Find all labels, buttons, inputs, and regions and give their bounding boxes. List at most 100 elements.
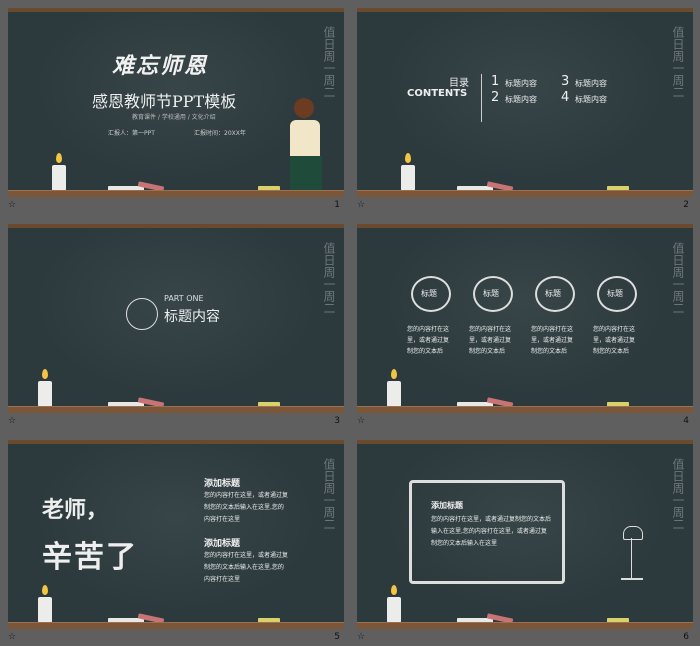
chalk-icon (607, 186, 629, 191)
slide-icon: ☆ (8, 632, 17, 642)
board-ledge (8, 190, 344, 197)
circle-arrow-icon (535, 276, 575, 312)
slide-thumbnail-2[interactable]: 值日周一周二 目录 CONTENTS 1 标题内容 2 标题内容 3 标题内容 … (357, 8, 693, 197)
candle-icon (401, 165, 415, 191)
flame-icon (405, 153, 411, 163)
flame-icon (42, 369, 48, 379)
page-number: 4 (683, 416, 689, 426)
desk-lamp-icon (615, 526, 649, 592)
item-label-2: 标题 (483, 289, 499, 298)
frame-title: 添加标题 (431, 501, 463, 510)
slide-thumbnail-5[interactable]: 值日周一周二 老师， 辛苦了 添加标题 您的内容打在这里，或者通过复制您的文本后… (8, 440, 344, 629)
block-text-2: 您的内容打在这里，或者通过复制您的文本后输入在这里,您的内容打在这里 (204, 552, 289, 583)
slide-footer: ☆ 1 (8, 199, 344, 213)
slide-icon: ☆ (8, 416, 17, 426)
toc-label-4[interactable]: 标题内容 (575, 95, 607, 104)
chalk-scribble: 值日周一周二 (322, 242, 336, 314)
big-text-line-2: 辛苦了 (42, 540, 138, 575)
page-number: 6 (683, 632, 689, 642)
flame-icon (56, 153, 62, 163)
chalk-scribble: 值日周一周二 (322, 26, 336, 98)
chalk-icon (258, 402, 280, 407)
chalk-icon (457, 618, 493, 623)
toc-num-2: 2 (491, 90, 500, 105)
slide-icon: ☆ (357, 632, 366, 642)
chalk-icon (457, 186, 493, 191)
title-art: 难忘师恩 (112, 54, 209, 79)
graduation-cap-icon (126, 298, 158, 330)
chalk-scribble: 值日周一周二 (671, 242, 685, 314)
slide-icon: ☆ (357, 200, 366, 210)
frame-text: 您的内容打在这里，或者通过复制您的文本后输入在这里,您的内容打在这里，或者通过复… (431, 516, 552, 547)
slide-icon: ☆ (8, 200, 17, 210)
divider (481, 74, 482, 122)
slide-icon: ☆ (357, 416, 366, 426)
section-title: 标题内容 (164, 309, 220, 325)
chalk-icon (457, 402, 493, 407)
slide-thumbnail-3[interactable]: 值日周一周二 PART ONE 标题内容 (8, 224, 344, 413)
candle-icon (387, 381, 401, 407)
board-ledge (357, 406, 693, 413)
chalk-scribble: 值日周一周二 (671, 458, 685, 530)
toc-num-4: 4 (561, 90, 570, 105)
board-ledge (8, 622, 344, 629)
flame-icon (391, 585, 397, 595)
slide-footer: ☆ 6 (357, 631, 693, 645)
circle-arrow-icon (473, 276, 513, 312)
slide-title: 感恩教师节PPT模板 (92, 92, 237, 111)
page-number: 3 (334, 416, 340, 426)
chalk-icon (607, 402, 629, 407)
item-text-1: 您的内容打在这里，或者通过复制您的文本后 (407, 326, 450, 355)
toc-label-1[interactable]: 标题内容 (505, 79, 537, 88)
board-ledge (357, 622, 693, 629)
flame-icon (42, 585, 48, 595)
toc-label-3[interactable]: 标题内容 (575, 79, 607, 88)
toc-label-2[interactable]: 标题内容 (505, 95, 537, 104)
chalk-scribble: 值日周一周二 (322, 458, 336, 530)
part-label: PART ONE (164, 294, 204, 303)
candle-icon (38, 597, 52, 623)
chalk-icon (108, 618, 144, 623)
chalk-frame (409, 480, 565, 584)
toc-num-1: 1 (491, 74, 500, 89)
candle-icon (38, 381, 52, 407)
page-number: 5 (334, 632, 340, 642)
slide-footer: ☆ 3 (8, 415, 344, 429)
board-ledge (8, 406, 344, 413)
item-text-2: 您的内容打在这里，或者通过复制您的文本后 (469, 326, 512, 355)
big-text-line-1: 老师， (42, 498, 109, 523)
page-number: 1 (334, 200, 340, 210)
speaker: 汇报人：第一PPT (108, 130, 155, 137)
slide-thumbnail-4[interactable]: 值日周一周二 标题 您的内容打在这里，或者通过复制您的文本后 标题 您的内容打在… (357, 224, 693, 413)
block-text-1: 您的内容打在这里，或者通过复制您的文本后输入在这里,您的内容打在这里 (204, 492, 289, 523)
item-text-3: 您的内容打在这里，或者通过复制您的文本后 (531, 326, 574, 355)
candle-icon (387, 597, 401, 623)
circle-arrow-icon (411, 276, 451, 312)
item-label-3: 标题 (545, 289, 561, 298)
flame-icon (391, 369, 397, 379)
page-number: 2 (683, 200, 689, 210)
item-label-4: 标题 (607, 289, 623, 298)
chalk-icon (108, 186, 144, 191)
slide-thumbnail-1[interactable]: 值日周一周二 难忘师恩 感恩教师节PPT模板 教育课件 / 学校通用 / 文化介… (8, 8, 344, 197)
slide-footer: ☆ 5 (8, 631, 344, 645)
contents-heading: 目录 (449, 78, 469, 89)
item-text-4: 您的内容打在这里，或者通过复制您的文本后 (593, 326, 636, 355)
teacher-illustration (276, 94, 334, 197)
item-label-1: 标题 (421, 289, 437, 298)
block-title-2: 添加标题 (204, 539, 241, 549)
chalk-scribble: 值日周一周二 (671, 26, 685, 98)
slide-subtitle: 教育课件 / 学校通用 / 文化介绍 (132, 114, 216, 121)
chalk-icon (258, 186, 280, 191)
slide-footer: ☆ 2 (357, 199, 693, 213)
contents-heading-en: CONTENTS (407, 88, 468, 99)
chalk-icon (108, 402, 144, 407)
slide-footer: ☆ 4 (357, 415, 693, 429)
candle-icon (52, 165, 66, 191)
toc-num-3: 3 (561, 74, 570, 89)
circle-arrow-icon (597, 276, 637, 312)
chalk-icon (607, 618, 629, 623)
slide-thumbnail-6[interactable]: 值日周一周二 添加标题 您的内容打在这里，或者通过复制您的文本后输入在这里,您的… (357, 440, 693, 629)
date: 汇报时间：20XX年 (194, 130, 246, 137)
block-title-1: 添加标题 (204, 479, 241, 489)
